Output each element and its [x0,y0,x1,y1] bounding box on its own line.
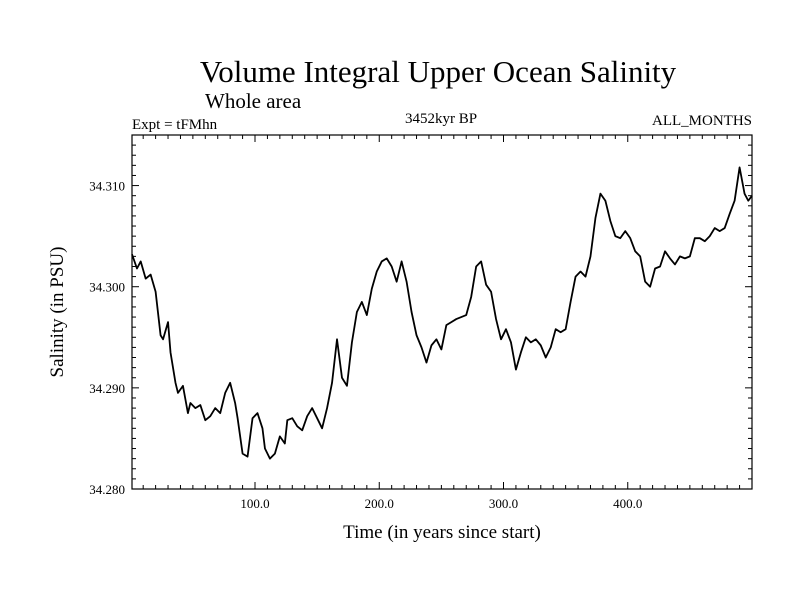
months-label: ALL_MONTHS [652,113,752,129]
chart-title: Volume Integral Upper Ocean Salinity [200,54,677,89]
plot-frame [131,134,753,490]
y-tick-label: 34.310 [89,179,125,194]
chart-subtitle: Whole area [205,89,302,113]
experiment-label: Expt = tFMhn [132,117,218,133]
x-tick-label: 400.0 [613,496,642,511]
x-tick-label: 300.0 [489,496,518,511]
y-tick-label: 34.300 [89,280,125,295]
y-tick-label: 34.280 [89,482,125,497]
period-label: 3452kyr BP [405,111,477,127]
salinity-series-line [131,166,753,460]
x-tick-label: 100.0 [240,496,269,511]
y-tick-labels: 34.280 34.290 34.300 34.310 [89,179,125,497]
y-tick-label: 34.290 [89,381,125,396]
x-tick-label: 200.0 [365,496,394,511]
y-axis-label: Salinity (in PSU) [47,247,68,378]
x-tick-labels: 100.0 200.0 300.0 400.0 [240,496,642,511]
axis-ticks [132,134,752,490]
x-axis-label: Time (in years since start) [343,522,541,543]
